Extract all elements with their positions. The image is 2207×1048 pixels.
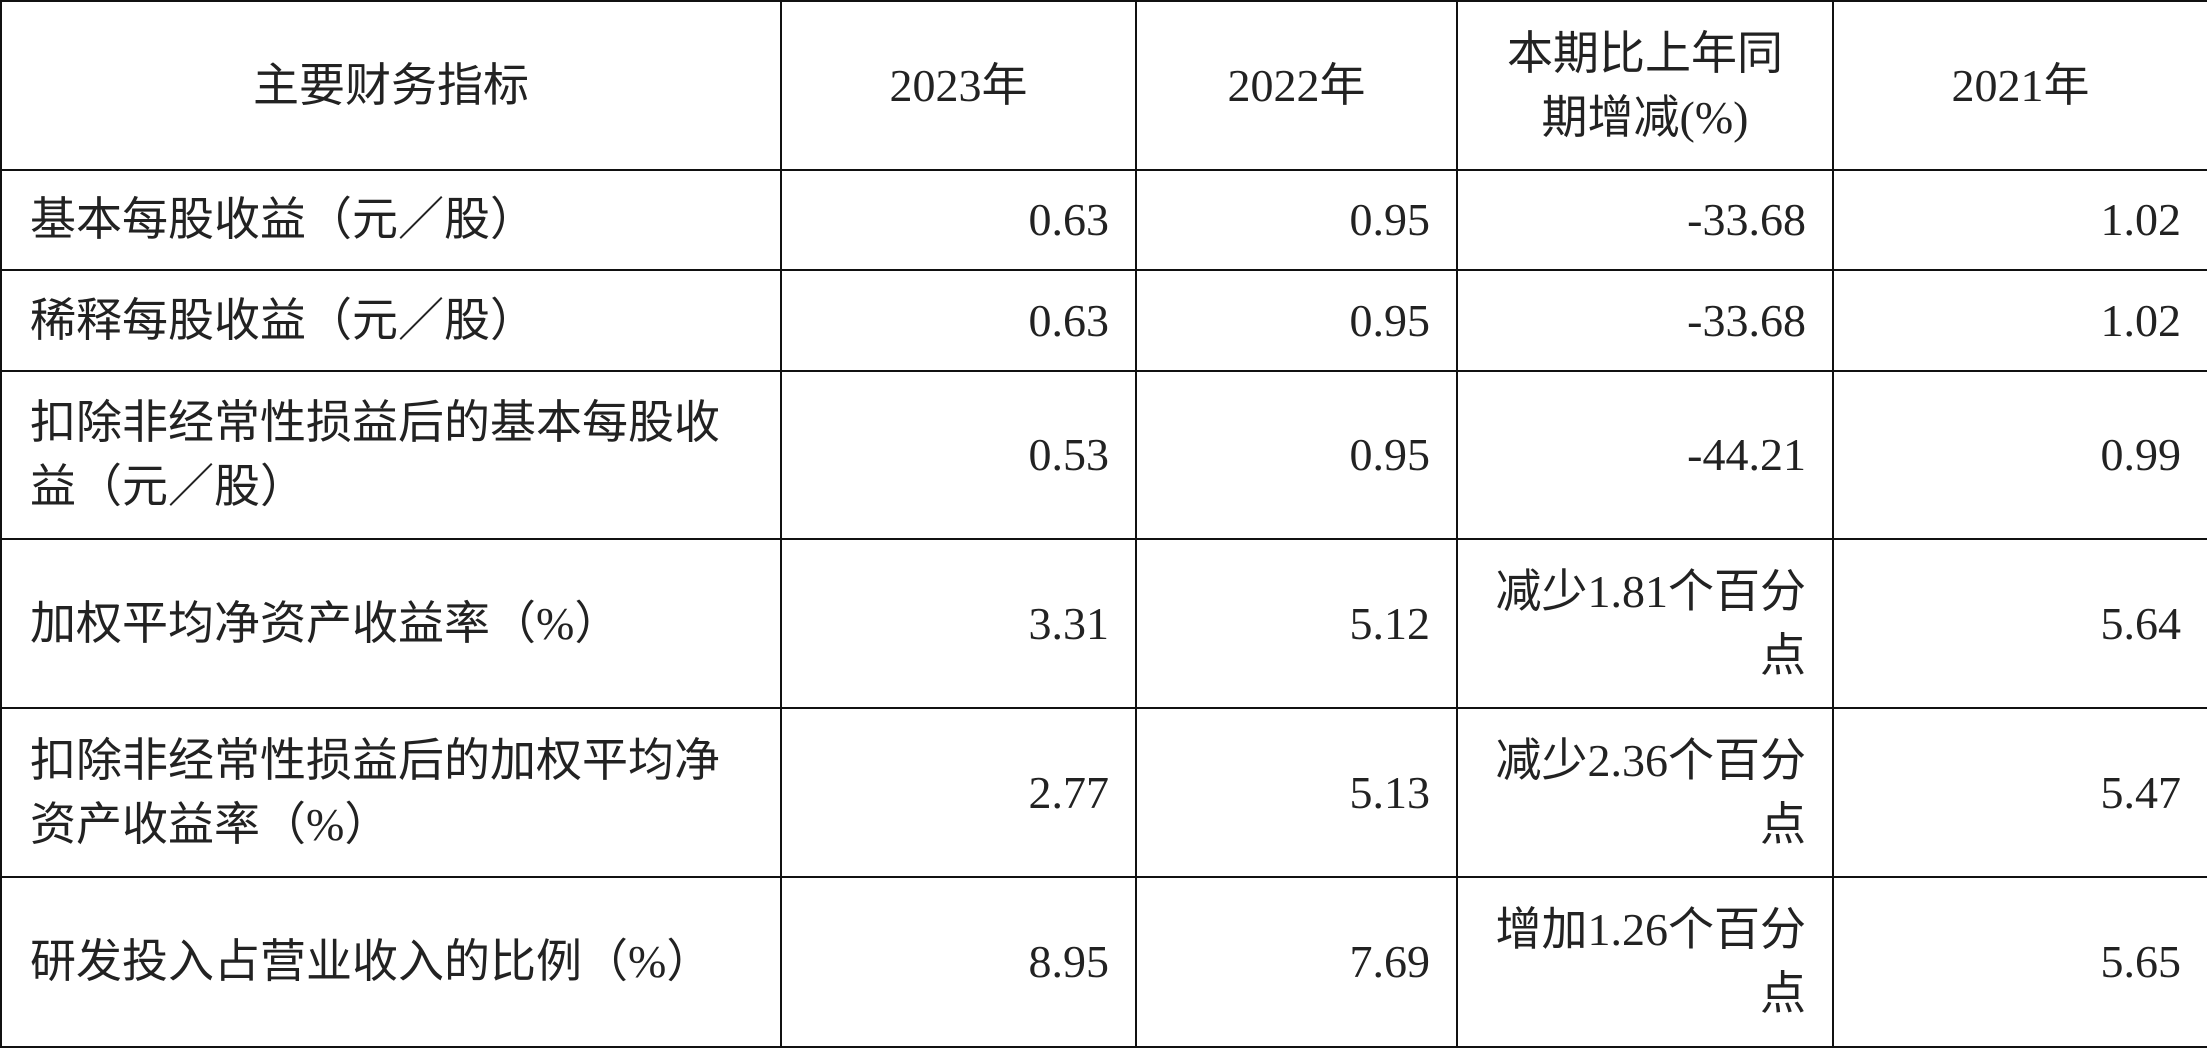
cell: 5.13 [1135, 707, 1458, 878]
column-header: 本期比上年同期增减(%) [1456, 0, 1834, 171]
table-row: 研发投入占营业收入的比例（%） 8.95 7.69 增加1.26个百分点 5.65 [0, 876, 2207, 1048]
cell: 0.63 [780, 269, 1137, 372]
table-row: 基本每股收益（元／股） 0.63 0.95 -33.68 1.02 [0, 169, 2207, 271]
row-label: 基本每股收益（元／股） [0, 169, 782, 271]
cell: 5.12 [1135, 538, 1458, 709]
cell: 1.02 [1832, 269, 2207, 372]
row-label: 加权平均净资产收益率（%） [0, 538, 782, 709]
cell: -44.21 [1456, 370, 1834, 540]
table-row: 扣除非经常性损益后的加权平均净资产收益率（%） 2.77 5.13 减少2.36个百分… [0, 707, 2207, 878]
column-header: 2021年 [1832, 0, 2207, 171]
column-header: 主要财务指标 [0, 0, 782, 171]
cell: 5.65 [1832, 876, 2207, 1048]
cell: 0.95 [1135, 370, 1458, 540]
column-header: 2022年 [1135, 0, 1458, 171]
column-header: 2023年 [780, 0, 1137, 171]
cell: 0.99 [1832, 370, 2207, 540]
cell: 2.77 [780, 707, 1137, 878]
cell: 5.64 [1832, 538, 2207, 709]
cell: 0.53 [780, 370, 1137, 540]
row-label: 扣除非经常性损益后的加权平均净资产收益率（%） [0, 707, 782, 878]
cell: 0.95 [1135, 169, 1458, 271]
cell: 7.69 [1135, 876, 1458, 1048]
row-label: 稀释每股收益（元／股） [0, 269, 782, 372]
cell: 0.95 [1135, 269, 1458, 372]
cell: 1.02 [1832, 169, 2207, 271]
row-label: 研发投入占营业收入的比例（%） [0, 876, 782, 1048]
cell: 减少1.81个百分点 [1456, 538, 1834, 709]
table-row: 扣除非经常性损益后的基本每股收益（元／股） 0.53 0.95 -44.21 0.99 [0, 370, 2207, 540]
cell: 5.47 [1832, 707, 2207, 878]
cell: -33.68 [1456, 169, 1834, 271]
cell: 增加1.26个百分点 [1456, 876, 1834, 1048]
row-label: 扣除非经常性损益后的基本每股收益（元／股） [0, 370, 782, 540]
cell: 3.31 [780, 538, 1137, 709]
cell: 8.95 [780, 876, 1137, 1048]
header-row: 主要财务指标 2023年 2022年 本期比上年同期增减(%) 2021年 [0, 0, 2207, 171]
table-row: 稀释每股收益（元／股） 0.63 0.95 -33.68 1.02 [0, 269, 2207, 372]
cell: 减少2.36个百分点 [1456, 707, 1834, 878]
table-row: 加权平均净资产收益率（%） 3.31 5.12 减少1.81个百分点 5.64 [0, 538, 2207, 709]
cell: 0.63 [780, 169, 1137, 271]
cell: -33.68 [1456, 269, 1834, 372]
